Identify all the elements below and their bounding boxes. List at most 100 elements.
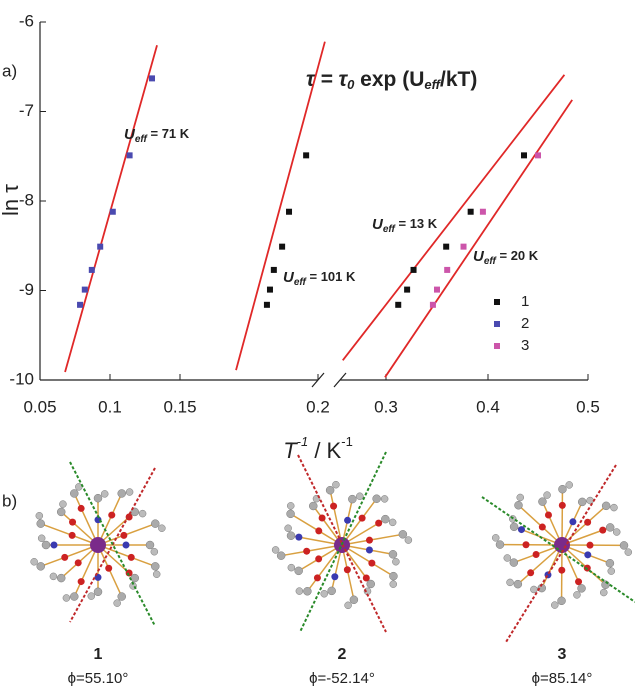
atom [496, 541, 504, 549]
atom [315, 555, 322, 562]
atom [510, 523, 518, 531]
x-tick-label: 0.15 [163, 397, 196, 416]
atom [158, 525, 165, 532]
atom [69, 532, 76, 539]
atom [602, 502, 610, 510]
structure-label: 2 [338, 646, 347, 663]
atom [608, 568, 615, 575]
atom [530, 586, 537, 593]
atom [153, 571, 160, 578]
atom [139, 510, 146, 517]
atom [314, 574, 321, 581]
atom [514, 580, 522, 588]
atom [366, 537, 373, 544]
atom [94, 494, 102, 502]
text-part: / K [308, 438, 341, 463]
atom [367, 580, 375, 588]
text-part: = 71 K [147, 126, 190, 141]
atom [606, 523, 614, 531]
atom [344, 566, 351, 573]
axis-dash [482, 497, 635, 602]
x-tick-label: 0.3 [374, 397, 398, 416]
atom [575, 578, 582, 585]
atom [545, 511, 552, 518]
point [535, 152, 541, 158]
atom [517, 494, 524, 501]
atom [600, 589, 607, 596]
atom [61, 554, 68, 561]
atom [389, 572, 397, 580]
point [97, 244, 103, 250]
atom [375, 520, 382, 527]
atom [514, 501, 522, 509]
atom [101, 490, 108, 497]
structure-angle: ϕ=55.10° [68, 670, 129, 687]
atom [118, 593, 126, 601]
atom [332, 481, 339, 488]
atom [94, 588, 102, 596]
atom [63, 594, 70, 601]
atom [602, 581, 610, 589]
point [82, 287, 88, 293]
metal-atom [90, 537, 106, 553]
atom [78, 578, 85, 585]
fit-line [236, 42, 325, 370]
point [271, 267, 277, 273]
atom [105, 565, 112, 572]
figure: a) b) 1ϕ=55.10°2ϕ=-52.14°3ϕ=85.14° -10-9… [0, 0, 635, 690]
atom [390, 581, 397, 588]
atom [78, 505, 85, 512]
atom [331, 573, 338, 580]
text-part: -1 [341, 434, 353, 449]
text-part: = 20 K [496, 248, 539, 263]
atom [287, 502, 294, 509]
atom [120, 532, 127, 539]
atom [285, 525, 292, 532]
atom [578, 498, 586, 506]
legend-label: 1 [521, 293, 529, 310]
y-tick-label: -10 [9, 369, 34, 388]
point [395, 302, 401, 308]
atom [114, 600, 121, 607]
atom [146, 541, 154, 549]
legend-marker [494, 321, 500, 327]
point [267, 287, 273, 293]
atom [295, 567, 303, 575]
atom [328, 587, 336, 595]
panel-label: b) [2, 491, 17, 510]
atom [37, 562, 45, 570]
atom [523, 541, 530, 548]
atom [558, 597, 566, 605]
atom [303, 587, 311, 595]
bond [369, 534, 402, 540]
atom [151, 548, 158, 555]
atom [151, 520, 159, 528]
atom [348, 495, 356, 503]
structure-angle: ϕ=85.14° [532, 670, 593, 687]
atom [287, 532, 295, 540]
atom [573, 591, 580, 598]
atom [287, 510, 295, 518]
atom [539, 524, 546, 531]
atom [538, 498, 546, 506]
text-part: exp (U [354, 68, 424, 91]
atom [88, 593, 95, 600]
point [77, 302, 83, 308]
y-tick-label: -7 [19, 101, 34, 120]
atom [50, 573, 57, 580]
point [461, 244, 467, 250]
atom [587, 497, 594, 504]
atom [586, 542, 593, 549]
text-part: /kT) [440, 68, 477, 91]
legend-label: 3 [521, 337, 529, 354]
atom [57, 574, 65, 582]
text-part: = 13 K [395, 216, 438, 231]
atom [381, 495, 388, 502]
atom [315, 527, 322, 534]
text-part: -1 [297, 434, 309, 449]
atom [277, 552, 285, 560]
bond [124, 524, 155, 536]
atom [527, 569, 534, 576]
atom [558, 485, 566, 493]
atom [59, 501, 66, 508]
